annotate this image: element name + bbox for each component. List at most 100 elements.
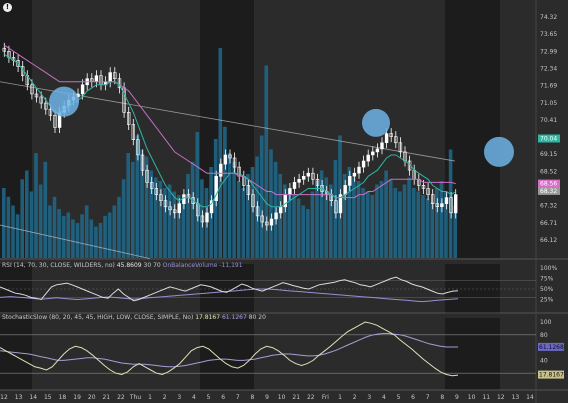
candle-body [251, 194, 255, 208]
volume-bar [416, 191, 421, 258]
volume-bar [264, 65, 269, 258]
session-shade [445, 318, 500, 390]
candle-body [449, 197, 453, 214]
volume-bar [190, 161, 195, 259]
volume-bar [25, 170, 29, 258]
volume-bar [71, 219, 75, 258]
rsi-tick-label: 25% [540, 297, 554, 304]
candle-body [453, 194, 458, 214]
time-tick-label: 11 [482, 394, 490, 401]
volume-bar [379, 181, 384, 258]
price-tick-label: 74.32 [540, 14, 557, 21]
volume-bar [158, 181, 163, 258]
time-tick-label: 8 [250, 394, 254, 401]
price-tick-label: 68.52 [540, 168, 557, 175]
time-tick-label: 12 [497, 394, 505, 401]
volume-bar [52, 196, 57, 259]
candle-body [394, 136, 398, 144]
candle-body [200, 215, 205, 223]
volume-bar [144, 156, 149, 258]
volume-bar [15, 214, 20, 259]
volume-bar [269, 149, 273, 258]
time-tick-label: 3 [177, 394, 181, 401]
candle-body [214, 176, 218, 202]
time-tick-label: 21 [102, 394, 110, 401]
stoch-over: 80 [248, 314, 257, 321]
rsi-header: RSI (14, 70, 30, CLOSE, WILDERS, no) 45.… [2, 262, 243, 269]
candle-body [246, 185, 251, 195]
candle-body [136, 139, 140, 156]
volume-bar [375, 184, 379, 258]
candle-body [357, 166, 361, 174]
stoch-k-line [0, 321, 459, 377]
candle-body [209, 200, 214, 214]
price-badge-label: 70.04 [540, 136, 557, 143]
volume-bar [453, 205, 457, 258]
volume-bar [94, 226, 98, 258]
volume-bar [352, 177, 356, 258]
time-tick-label: Thu [129, 394, 141, 401]
candle-body [288, 188, 292, 195]
volume-bar [448, 149, 453, 258]
candle-body [53, 115, 57, 128]
candle-body [311, 172, 315, 180]
candle-body [255, 206, 260, 217]
time-tick-label: 14 [29, 394, 37, 401]
candle-body [16, 60, 20, 67]
volume-bar [121, 179, 126, 259]
highlight-marker [484, 136, 514, 167]
volume-bar [241, 188, 246, 258]
volume-bar [57, 209, 61, 258]
volume-bar [218, 48, 223, 258]
candle-body [274, 212, 278, 220]
volume-bar [34, 153, 38, 258]
volume-bar [292, 195, 296, 258]
time-tick-label: 7 [426, 394, 430, 401]
volume-bar [80, 214, 84, 259]
volume-bar [398, 191, 402, 258]
volume-bar [329, 184, 333, 258]
candle-body [297, 179, 301, 183]
time-tick-label: 6 [221, 394, 225, 401]
candle-body [366, 154, 370, 162]
volume-bar [43, 161, 48, 259]
candle-body [398, 142, 403, 153]
candle-body [173, 209, 177, 214]
stoch-label: StochasticSlow (80, 20, 45, 45, HIGH, LO… [2, 314, 194, 321]
volume-bar [273, 161, 278, 259]
highlight-marker [362, 108, 390, 137]
stoch-tick-label: 40 [540, 357, 548, 364]
volume-bar [296, 198, 301, 258]
candle-body [108, 72, 112, 82]
volume-bar [6, 196, 11, 259]
stoch-d-line [0, 333, 458, 368]
time-tick-label: 13 [15, 394, 23, 401]
time-tick-label: 13 [512, 394, 520, 401]
candle-body [440, 203, 444, 207]
volume-bar [370, 195, 375, 258]
price-tick-label: 71.05 [540, 100, 557, 107]
candle-body [39, 96, 43, 104]
volume-bar [435, 188, 439, 258]
price-badge-ema_fast [538, 134, 560, 143]
time-tick-label: 2 [163, 394, 167, 401]
time-tick-label: 1 [148, 394, 152, 401]
info-icon[interactable]: ! [3, 3, 12, 12]
time-tick-label: 9 [455, 394, 459, 401]
rsi-label: RSI (14, 70, 30, CLOSE, WILDERS, no) [2, 262, 115, 269]
candle-body [140, 154, 145, 171]
candle-body [228, 154, 232, 159]
candle-body [177, 203, 181, 214]
volume-bar [204, 188, 209, 258]
candle-body [430, 194, 435, 205]
volume-bar [89, 219, 94, 258]
time-tick-label: 12 [0, 394, 8, 401]
price-tick-label: 69.15 [540, 151, 557, 158]
volume-bar [278, 174, 282, 258]
candle-body [315, 179, 320, 186]
volume-bar [154, 177, 158, 258]
volume-bar [361, 188, 365, 258]
rsi-level-30: 30 [143, 262, 152, 269]
candle-body [182, 194, 186, 205]
